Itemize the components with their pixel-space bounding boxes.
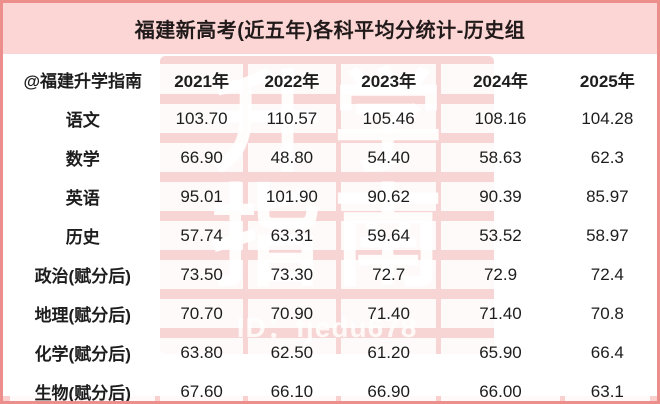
- score-cell: 90.39: [441, 182, 560, 211]
- score-cell: 70.90: [247, 299, 337, 328]
- score-cell: 66.4: [564, 338, 650, 367]
- table-row-chinese: 语文 103.70 110.57 105.46 108.16 104.28: [10, 104, 650, 133]
- score-cell: 72.7: [341, 260, 437, 289]
- score-cell: 72.9: [441, 260, 560, 289]
- year-header-2025: 2025年: [564, 64, 650, 94]
- score-cell: 57.74: [160, 221, 243, 250]
- table-row-politics: 政治(赋分后) 73.50 73.30 72.7 72.9 72.4: [10, 260, 650, 289]
- score-cell: 59.64: [341, 221, 437, 250]
- subject-label: 数学: [10, 143, 156, 172]
- score-cell: 66.10: [247, 377, 337, 401]
- score-cell: 48.80: [247, 143, 337, 172]
- subject-label: 化学(赋分后): [10, 338, 156, 367]
- score-table: @福建升学指南 2021年 2022年 2023年 2024年 2025年 语文…: [5, 54, 655, 401]
- score-cell: 108.16: [441, 104, 560, 133]
- score-cell: 66.90: [160, 143, 243, 172]
- subject-label: 历史: [10, 221, 156, 250]
- score-cell: 54.40: [341, 143, 437, 172]
- table-header-row: @福建升学指南 2021年 2022年 2023年 2024年 2025年: [10, 64, 650, 94]
- table-row-history: 历史 57.74 63.31 59.64 53.52 58.97: [10, 221, 650, 250]
- year-header-2024: 2024年: [441, 64, 560, 94]
- score-cell: 63.1: [564, 377, 650, 401]
- table-row-math: 数学 66.90 48.80 54.40 58.63 62.3: [10, 143, 650, 172]
- score-cell: 105.46: [341, 104, 437, 133]
- subject-label: 地理(赋分后): [10, 299, 156, 328]
- score-cell: 85.97: [564, 182, 650, 211]
- table-row-biology: 生物(赋分后) 67.60 66.10 66.90 66.00 63.1: [10, 377, 650, 401]
- score-cell: 104.28: [564, 104, 650, 133]
- score-cell: 66.90: [341, 377, 437, 401]
- score-cell: 63.80: [160, 338, 243, 367]
- score-cell: 62.3: [564, 143, 650, 172]
- score-cell: 73.30: [247, 260, 337, 289]
- score-cell: 71.40: [341, 299, 437, 328]
- score-cell: 66.00: [441, 377, 560, 401]
- score-cell: 90.62: [341, 182, 437, 211]
- score-cell: 110.57: [247, 104, 337, 133]
- score-cell: 70.8: [564, 299, 650, 328]
- subject-label: 英语: [10, 182, 156, 211]
- score-cell: 61.20: [341, 338, 437, 367]
- score-cell: 67.60: [160, 377, 243, 401]
- table-row-geography: 地理(赋分后) 70.70 70.90 71.40 71.40 70.8: [10, 299, 650, 328]
- corner-source-label: @福建升学指南: [10, 64, 156, 94]
- score-cell: 103.70: [160, 104, 243, 133]
- year-header-2022: 2022年: [247, 64, 337, 94]
- score-cell: 101.90: [247, 182, 337, 211]
- subject-label: 政治(赋分后): [10, 260, 156, 289]
- score-cell: 58.63: [441, 143, 560, 172]
- year-header-2023: 2023年: [341, 64, 437, 94]
- subject-label: 语文: [10, 104, 156, 133]
- score-cell: 62.50: [247, 338, 337, 367]
- score-cell: 63.31: [247, 221, 337, 250]
- page-title: 福建新高考(近五年)各科平均分统计-历史组: [134, 20, 526, 42]
- score-cell: 65.90: [441, 338, 560, 367]
- subject-label: 生物(赋分后): [10, 377, 156, 401]
- score-cell: 71.40: [441, 299, 560, 328]
- score-cell: 58.97: [564, 221, 650, 250]
- score-cell: 53.52: [441, 221, 560, 250]
- year-header-2021: 2021年: [160, 64, 243, 94]
- score-cell: 72.4: [564, 260, 650, 289]
- score-cell: 95.01: [160, 182, 243, 211]
- table-row-english: 英语 95.01 101.90 90.62 90.39 85.97: [10, 182, 650, 211]
- table-row-chemistry: 化学(赋分后) 63.80 62.50 61.20 65.90 66.4: [10, 338, 650, 367]
- title-band: 福建新高考(近五年)各科平均分统计-历史组: [3, 3, 657, 54]
- score-cell: 70.70: [160, 299, 243, 328]
- score-cell: 73.50: [160, 260, 243, 289]
